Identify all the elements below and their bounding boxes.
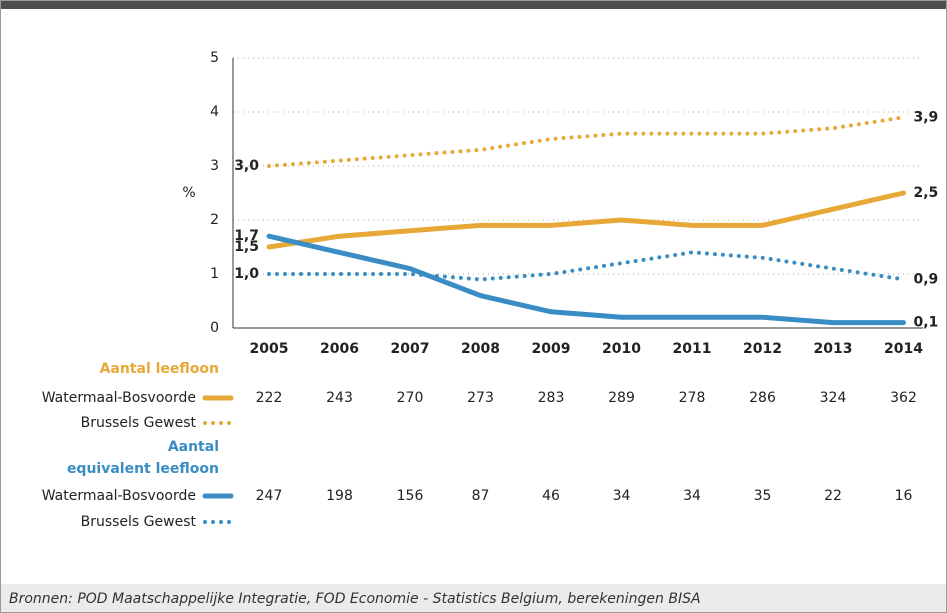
y-tick-label: 1 xyxy=(210,266,219,282)
group-title: Aantal equivalent leefloon xyxy=(66,439,219,477)
y-tick-label: 4 xyxy=(210,104,219,120)
count: 289 xyxy=(608,390,635,406)
count: 243 xyxy=(326,390,353,406)
count: 198 xyxy=(326,488,353,504)
x-tick-label: 2010 xyxy=(602,341,641,357)
x-tick-label: 2014 xyxy=(884,341,923,357)
count: 362 xyxy=(890,390,917,406)
value-label: 3,9 xyxy=(914,109,939,125)
value-label: 1,5 xyxy=(234,239,259,255)
x-tick-label: 2005 xyxy=(250,341,289,357)
count: 222 xyxy=(256,390,283,406)
count: 16 xyxy=(895,488,913,504)
value-label: 3,0 xyxy=(234,158,259,174)
count: 87 xyxy=(472,488,490,504)
value-label: 0,1 xyxy=(914,315,939,331)
count: 34 xyxy=(683,488,701,504)
y-tick-label: 2 xyxy=(210,212,219,228)
x-tick-label: 2009 xyxy=(532,341,571,357)
x-tick-label: 2006 xyxy=(320,341,359,357)
y-tick-label: 0 xyxy=(210,320,219,336)
count: 247 xyxy=(256,488,283,504)
x-tick-label: 2011 xyxy=(673,341,712,357)
source: Bronnen: POD Maatschappelijke Integratie… xyxy=(1,584,946,612)
count: 273 xyxy=(467,390,494,406)
series-line xyxy=(266,233,906,326)
series-line xyxy=(266,190,906,250)
count: 270 xyxy=(397,390,424,406)
count: 156 xyxy=(397,488,424,504)
legend-label: Brussels Gewest xyxy=(81,514,197,530)
group-title: Aantal leefloon xyxy=(99,361,219,377)
value-label: 1,7 xyxy=(234,228,259,244)
header-bar xyxy=(1,1,946,9)
count: 283 xyxy=(538,390,565,406)
count: 286 xyxy=(749,390,776,406)
y-axis-label: % xyxy=(182,185,195,201)
count: 34 xyxy=(613,488,631,504)
value-label: 1,0 xyxy=(234,266,259,282)
count: 46 xyxy=(542,488,560,504)
legend-label: Brussels Gewest xyxy=(81,415,197,431)
legend-label: Watermaal-Bosvoorde xyxy=(42,488,196,504)
x-tick-label: 2007 xyxy=(391,341,430,357)
x-tick-label: 2008 xyxy=(461,341,500,357)
x-tick-label: 2013 xyxy=(814,341,853,357)
series-line xyxy=(267,250,906,282)
value-label: 2,5 xyxy=(914,185,939,201)
count: 324 xyxy=(820,390,847,406)
x-tick-label: 2012 xyxy=(743,341,782,357)
count: 278 xyxy=(679,390,706,406)
count: 35 xyxy=(754,488,772,504)
series-line xyxy=(267,115,906,168)
y-tick-label: 5 xyxy=(210,50,219,66)
count: 22 xyxy=(824,488,842,504)
y-tick-label: 3 xyxy=(210,158,219,174)
value-label: 0,9 xyxy=(914,271,939,287)
legend-label: Watermaal-Bosvoorde xyxy=(42,390,196,406)
